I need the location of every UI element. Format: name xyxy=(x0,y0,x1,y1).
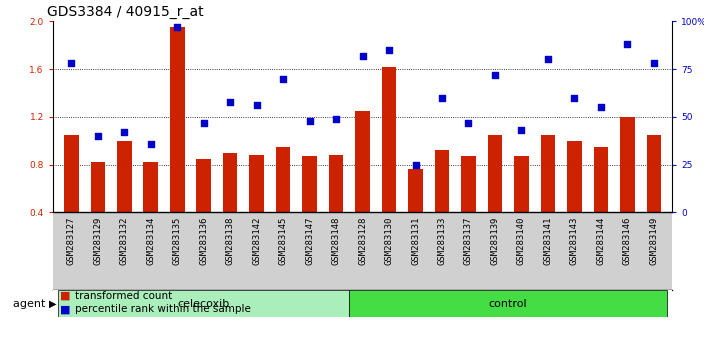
Text: GSM283130: GSM283130 xyxy=(384,216,394,265)
Bar xyxy=(91,162,105,260)
Point xyxy=(172,24,183,30)
Point xyxy=(436,95,448,101)
Text: GSM283127: GSM283127 xyxy=(67,216,76,265)
Bar xyxy=(276,147,291,260)
Point xyxy=(463,120,474,125)
Point xyxy=(277,76,289,81)
Point xyxy=(65,61,77,66)
Text: GSM283142: GSM283142 xyxy=(252,216,261,265)
Bar xyxy=(58,290,349,317)
Text: GSM283134: GSM283134 xyxy=(146,216,156,265)
Point xyxy=(357,53,368,58)
Text: GSM283131: GSM283131 xyxy=(411,216,420,265)
Text: GSM283140: GSM283140 xyxy=(517,216,526,265)
Text: GSM283132: GSM283132 xyxy=(120,216,129,265)
Bar xyxy=(349,290,667,317)
Bar xyxy=(461,156,476,260)
Point xyxy=(542,57,553,62)
Bar xyxy=(64,135,79,260)
Point xyxy=(384,47,395,53)
Point xyxy=(622,41,633,47)
Bar xyxy=(488,135,502,260)
Point xyxy=(198,120,209,125)
Bar xyxy=(408,170,423,260)
Bar xyxy=(117,141,132,260)
Text: GSM283133: GSM283133 xyxy=(437,216,446,265)
Bar xyxy=(620,117,634,260)
Text: GSM283146: GSM283146 xyxy=(623,216,631,265)
Bar xyxy=(567,141,582,260)
Bar xyxy=(514,156,529,260)
Point xyxy=(119,129,130,135)
Bar xyxy=(223,153,237,260)
Point xyxy=(410,162,421,167)
Text: GSM283147: GSM283147 xyxy=(305,216,314,265)
Text: agent: agent xyxy=(13,298,49,309)
Text: GSM283138: GSM283138 xyxy=(226,216,234,265)
Point xyxy=(595,104,606,110)
Bar xyxy=(382,67,396,260)
Text: GSM283141: GSM283141 xyxy=(543,216,553,265)
Bar xyxy=(593,147,608,260)
Text: GSM283136: GSM283136 xyxy=(199,216,208,265)
Point xyxy=(489,72,501,78)
Text: celecoxib: celecoxib xyxy=(177,298,230,309)
Text: ■: ■ xyxy=(60,304,74,314)
Text: percentile rank within the sample: percentile rank within the sample xyxy=(75,304,251,314)
Text: transformed count: transformed count xyxy=(75,291,172,301)
Text: GSM283135: GSM283135 xyxy=(172,216,182,265)
Point xyxy=(92,133,103,139)
Point xyxy=(145,141,156,147)
Bar xyxy=(434,150,449,260)
Text: GSM283129: GSM283129 xyxy=(94,216,102,265)
Bar xyxy=(196,159,211,260)
Text: GSM283144: GSM283144 xyxy=(596,216,605,265)
Text: control: control xyxy=(489,298,527,309)
Bar xyxy=(329,155,344,260)
Point xyxy=(648,61,660,66)
Bar xyxy=(541,135,555,260)
Bar xyxy=(646,135,661,260)
Text: GSM283145: GSM283145 xyxy=(279,216,288,265)
Text: ▶: ▶ xyxy=(49,298,57,309)
Bar xyxy=(356,111,370,260)
Text: GDS3384 / 40915_r_at: GDS3384 / 40915_r_at xyxy=(46,5,203,19)
Text: GSM283139: GSM283139 xyxy=(491,216,499,265)
Bar xyxy=(249,155,264,260)
Bar xyxy=(170,27,184,260)
Point xyxy=(251,103,263,108)
Point xyxy=(516,127,527,133)
Point xyxy=(225,99,236,104)
Point xyxy=(330,116,341,121)
Text: GSM283143: GSM283143 xyxy=(570,216,579,265)
Bar xyxy=(302,156,317,260)
Text: ■: ■ xyxy=(60,291,74,301)
Point xyxy=(304,118,315,124)
Text: GSM283149: GSM283149 xyxy=(649,216,658,265)
Bar xyxy=(144,162,158,260)
Text: GSM283128: GSM283128 xyxy=(358,216,367,265)
Text: GSM283137: GSM283137 xyxy=(464,216,473,265)
Point xyxy=(569,95,580,101)
Text: GSM283148: GSM283148 xyxy=(332,216,341,265)
